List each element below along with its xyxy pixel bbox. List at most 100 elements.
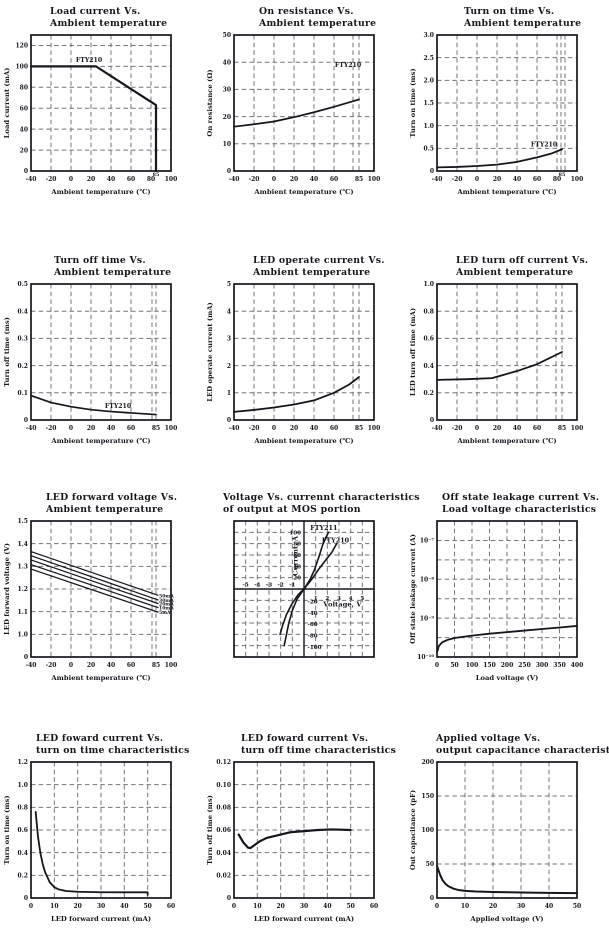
svg-text:-20: -20 xyxy=(249,176,260,183)
svg-text:10⁻⁸: 10⁻⁸ xyxy=(420,576,435,583)
svg-text:FTY210: FTY210 xyxy=(531,141,558,148)
svg-text:60: 60 xyxy=(167,903,175,910)
svg-text:0.5: 0.5 xyxy=(18,281,28,288)
svg-text:1.1: 1.1 xyxy=(18,608,28,615)
svg-text:Ambient temperature (℃): Ambient temperature (℃) xyxy=(456,188,556,196)
svg-text:400: 400 xyxy=(571,662,584,669)
svg-text:-3: -3 xyxy=(266,582,272,588)
svg-text:80: 80 xyxy=(20,84,28,91)
svg-text:-4: -4 xyxy=(254,582,260,588)
svg-text:20: 20 xyxy=(87,425,95,432)
svg-text:0.2: 0.2 xyxy=(424,390,434,397)
svg-text:100: 100 xyxy=(165,425,178,432)
svg-text:20: 20 xyxy=(489,903,497,910)
svg-text:10: 10 xyxy=(253,903,261,910)
svg-text:-100: -100 xyxy=(308,644,322,650)
svg-text:100: 100 xyxy=(571,425,584,432)
svg-text:20: 20 xyxy=(87,176,95,183)
chart-title-line: Voltage Vs. currennt characteristics xyxy=(223,492,420,503)
chart-canvas-led-forward-current-vs-turn-off-time: 0 0.02 0.04 0.06 0.08 0.10 0.12 0 10 20 30 40 50 60 LE… xyxy=(206,759,378,923)
svg-text:40: 40 xyxy=(120,903,128,910)
svg-text:-20: -20 xyxy=(308,599,318,605)
svg-text:40: 40 xyxy=(107,425,115,432)
svg-text:FTY210: FTY210 xyxy=(335,61,362,68)
svg-text:30: 30 xyxy=(223,86,231,93)
svg-text:10⁻¹⁰: 10⁻¹⁰ xyxy=(417,654,434,661)
svg-text:1.0: 1.0 xyxy=(424,281,434,288)
svg-text:Turn on time (ms): Turn on time (ms) xyxy=(409,68,417,137)
svg-text:0: 0 xyxy=(232,903,236,910)
svg-text:Ambient temperature (℃): Ambient temperature (℃) xyxy=(456,437,556,445)
svg-text:80: 80 xyxy=(553,176,561,183)
svg-text:0: 0 xyxy=(435,662,439,669)
svg-text:-40: -40 xyxy=(432,176,443,183)
svg-text:-1: -1 xyxy=(289,582,295,588)
svg-text:85: 85 xyxy=(559,172,566,178)
svg-text:-20: -20 xyxy=(452,425,463,432)
chart-title-line: output capacitance characteristics xyxy=(436,745,609,757)
svg-text:100: 100 xyxy=(421,827,434,834)
chart-title-line: of output at MOS portion xyxy=(223,504,361,516)
chart-title-line: Ambient temperature xyxy=(54,267,172,279)
svg-text:40: 40 xyxy=(513,176,521,183)
chart-cell-voltage-vs-current-mos-output: Voltage Vs. currennt characteristics of o… xyxy=(203,466,420,699)
chart-canvas-load-current-vs-ambient-temperature: 0 20 40 60 80 100 120 -40 -20 0 20 40 60 80 100 85 FTY21… xyxy=(3,33,177,196)
chart-title-line: Ambient temperature xyxy=(46,504,164,516)
chart-canvas-applied-voltage-vs-output-capacitance: 0 50 100 150 200 0 10 20 30 40 50 Applied voltage (… xyxy=(409,759,581,923)
svg-text:20: 20 xyxy=(87,662,95,669)
svg-text:0: 0 xyxy=(430,895,434,902)
svg-text:100: 100 xyxy=(368,425,381,432)
svg-text:0: 0 xyxy=(69,425,73,432)
svg-text:0: 0 xyxy=(227,895,231,902)
chart-title: On resistance Vs. Ambient temperature xyxy=(259,6,406,31)
svg-text:Applied voltage (V): Applied voltage (V) xyxy=(469,915,543,923)
svg-text:0.4: 0.4 xyxy=(18,308,28,315)
svg-text:60: 60 xyxy=(293,553,301,559)
svg-text:Turn off time (ms): Turn off time (ms) xyxy=(3,317,11,387)
chart-title-line: Ambient temperature xyxy=(464,18,582,30)
svg-text:100: 100 xyxy=(165,662,178,669)
svg-text:Ambient temperature (℃): Ambient temperature (℃) xyxy=(50,437,150,445)
svg-text:85: 85 xyxy=(355,176,363,183)
svg-text:FTY210: FTY210 xyxy=(76,57,103,64)
svg-text:0.2: 0.2 xyxy=(18,362,28,369)
svg-text:20: 20 xyxy=(20,147,28,154)
svg-text:85: 85 xyxy=(152,425,160,432)
svg-text:0.4: 0.4 xyxy=(18,849,28,856)
chart-title-line: Ambient temperature xyxy=(253,267,371,279)
svg-text:30: 30 xyxy=(97,903,105,910)
svg-text:80: 80 xyxy=(147,176,155,183)
chart-title: Turn on time Vs. Ambient temperature xyxy=(464,6,609,31)
chart-title: LED foward current Vs. turn off time char… xyxy=(241,733,406,758)
svg-text:0: 0 xyxy=(24,895,28,902)
chart-cell-led-forward-current-vs-turn-on-time: LED foward current Vs. turn on time chara… xyxy=(0,699,203,933)
svg-text:100: 100 xyxy=(466,662,479,669)
svg-text:40: 40 xyxy=(545,903,553,910)
svg-text:50: 50 xyxy=(426,861,434,868)
chart-cell-load-current-vs-ambient-temperature: Load current Vs. Ambient temperature 0 20 40… xyxy=(0,0,203,233)
svg-text:0.1: 0.1 xyxy=(18,390,28,397)
svg-text:1.4: 1.4 xyxy=(18,540,28,547)
chart-title-line: LED operate current Vs. xyxy=(253,255,385,266)
svg-text:30: 30 xyxy=(517,903,525,910)
svg-text:150: 150 xyxy=(421,793,434,800)
svg-text:0: 0 xyxy=(69,662,73,669)
svg-text:85: 85 xyxy=(152,662,160,669)
svg-text:0.06: 0.06 xyxy=(216,827,231,834)
svg-text:Ambient temperature (℃): Ambient temperature (℃) xyxy=(50,188,150,196)
chart-title-line: Load current Vs. xyxy=(50,6,141,17)
svg-text:5: 5 xyxy=(360,596,364,602)
svg-text:0.3: 0.3 xyxy=(18,335,28,342)
chart-title: Load current Vs. Ambient temperature xyxy=(50,6,203,31)
svg-text:60: 60 xyxy=(127,176,135,183)
svg-text:85: 85 xyxy=(558,425,566,432)
svg-text:On resistance (Ω): On resistance (Ω) xyxy=(206,69,214,136)
svg-text:1.0: 1.0 xyxy=(424,122,434,129)
chart-canvas-turn-on-time-vs-ambient-temperature: 0 0.5 1.0 1.5 2.0 2.5 3.0 -40 -20 0 20 40 60 80 100 85 F… xyxy=(409,32,583,196)
svg-text:-40: -40 xyxy=(308,610,318,616)
svg-text:0: 0 xyxy=(272,176,276,183)
svg-text:-40: -40 xyxy=(26,425,37,432)
svg-text:-20: -20 xyxy=(46,662,57,669)
svg-text:10: 10 xyxy=(50,903,58,910)
